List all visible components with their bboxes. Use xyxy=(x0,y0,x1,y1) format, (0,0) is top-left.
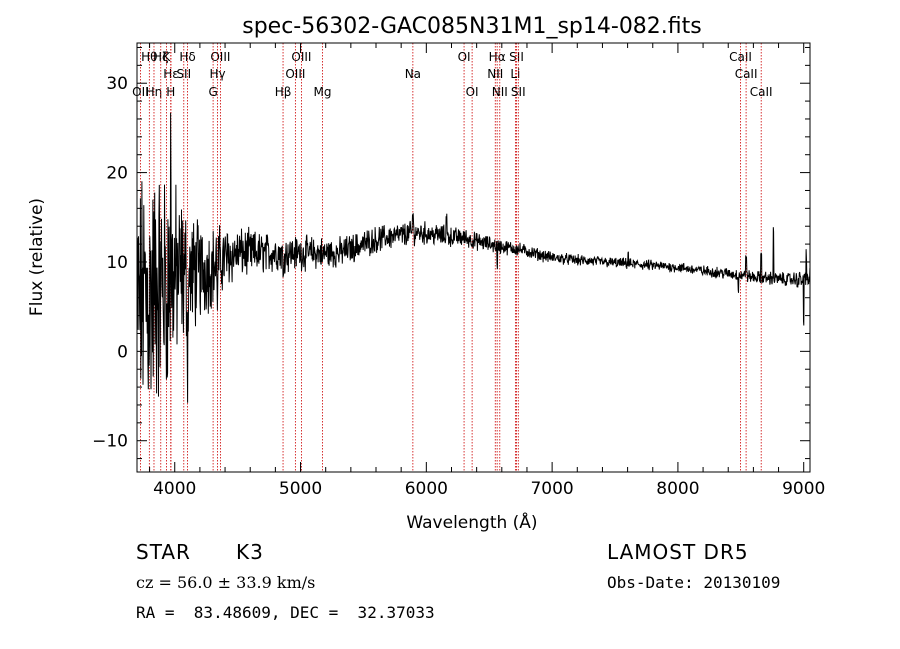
line-marker-label: Hβ xyxy=(275,85,292,99)
object-subclass: K3 xyxy=(236,540,264,564)
line-marker-label: Mg xyxy=(314,85,332,99)
plot-frame xyxy=(136,42,811,473)
y-tick-label: 0 xyxy=(117,342,128,362)
line-marker-label: CaII xyxy=(729,50,752,64)
x-tick-label: 6000 xyxy=(405,479,448,499)
x-axis-label: Wavelength (Å) xyxy=(406,511,537,533)
line-marker-label: SII xyxy=(509,50,524,64)
line-marker-label: Na xyxy=(405,67,421,81)
line-marker-label: OI xyxy=(466,85,479,99)
spectrum-line xyxy=(136,112,811,403)
x-tick-label: 8000 xyxy=(656,479,699,499)
line-marker-label: G xyxy=(208,85,217,99)
line-marker-label: OIII xyxy=(291,50,311,64)
y-tick-label: 10 xyxy=(106,253,128,273)
line-marker-label: CaII xyxy=(750,85,773,99)
line-marker-label: CaII xyxy=(735,67,758,81)
line-marker-label: SII xyxy=(511,85,526,99)
observation-date: Obs-Date: 20130109 xyxy=(607,573,781,592)
line-marker-label: K xyxy=(162,50,171,64)
y-tick-label: 20 xyxy=(106,164,128,184)
survey-name: LAMOST DR5 xyxy=(607,540,749,564)
x-tick-label: 9000 xyxy=(782,479,825,499)
line-marker-label: SII xyxy=(176,67,191,81)
line-marker-label: H xyxy=(166,85,175,99)
x-tick-label: 7000 xyxy=(530,479,573,499)
line-marker-label: Hγ xyxy=(209,67,225,81)
x-axis: 4000 5000 6000 7000 8000 9000 xyxy=(149,43,825,499)
chart-title: spec-56302-GAC085N31M1_sp14-082.fits xyxy=(242,14,702,39)
line-marker-label: Hθ xyxy=(141,50,157,64)
line-marker-label: OIII xyxy=(285,67,305,81)
coordinates-text: RA = 83.48609, DEC = 32.37033 xyxy=(136,603,435,622)
y-tick-label: 30 xyxy=(106,74,128,94)
line-marker-label: Hα xyxy=(489,50,506,64)
line-marker-label: OII xyxy=(132,85,149,99)
line-marker-label: NII xyxy=(492,85,508,99)
y-tick-label: −10 xyxy=(92,432,128,452)
x-tick-label: 4000 xyxy=(153,479,196,499)
y-axis-label: Flux (relative) xyxy=(27,198,47,316)
line-marker-label: Hδ xyxy=(179,50,195,64)
line-marker-label: OI xyxy=(458,50,471,64)
line-marker-label: Li xyxy=(510,67,520,81)
x-tick-label: 5000 xyxy=(279,479,322,499)
y-axis: −10 0 10 20 30 xyxy=(92,46,810,460)
line-marker-label: Hζ xyxy=(153,50,169,64)
line-marker-label: OIII xyxy=(210,50,230,64)
redshift-text: cz = 56.0 ± 33.9 km/s xyxy=(136,573,316,592)
line-marker-label: Hη xyxy=(146,85,163,99)
object-class: STAR xyxy=(136,540,191,564)
line-marker-label: NII xyxy=(487,67,503,81)
